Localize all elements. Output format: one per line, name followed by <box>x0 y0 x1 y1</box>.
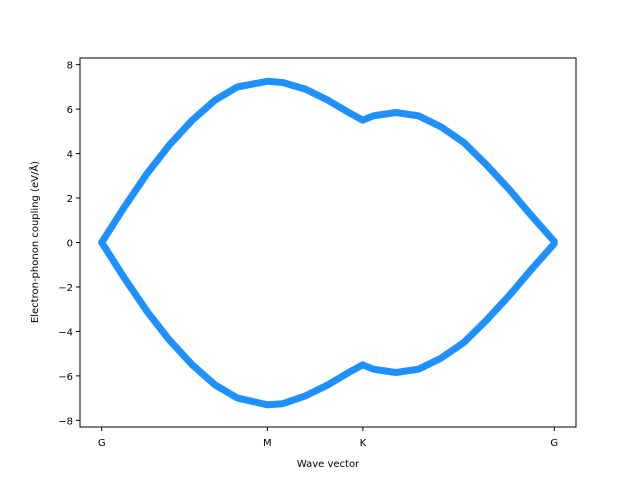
y-tick-label-4: 0 <box>67 239 73 250</box>
y-tick-label-8: 8 <box>67 61 73 72</box>
x-tick-label-2: K <box>360 438 367 449</box>
x-tick-label-0: G <box>98 438 106 449</box>
x-axis-label: Wave vector <box>297 459 360 470</box>
y-axis-ticks: −8 −6 −4 −2 0 2 4 6 8 <box>58 61 80 427</box>
y-tick-label-5: 2 <box>67 194 73 205</box>
series-line-1 <box>98 239 558 409</box>
y-tick-label-3: −2 <box>58 283 73 294</box>
y-tick-label-2: −4 <box>58 327 73 338</box>
x-tick-label-1: M <box>263 438 272 449</box>
y-axis-label: Electron-phonon coupling (eV/Å) <box>28 161 41 323</box>
plot-frame <box>79 57 577 428</box>
plot-lines <box>98 77 558 409</box>
y-tick-label-7: 6 <box>67 105 73 116</box>
y-tick-label-6: 4 <box>67 150 73 161</box>
y-tick-label-0: −8 <box>58 416 73 427</box>
series-line-0 <box>98 77 558 246</box>
x-tick-label-3: G <box>550 438 558 449</box>
y-tick-label-1: −6 <box>58 372 73 383</box>
